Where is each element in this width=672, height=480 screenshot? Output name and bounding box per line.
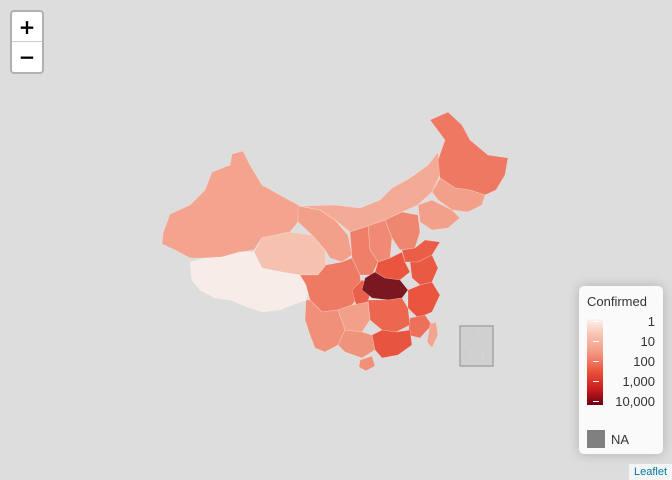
region-hubei[interactable] — [361, 271, 409, 301]
legend-tick — [593, 341, 599, 342]
region-liaoning[interactable] — [417, 199, 461, 231]
region-jilin[interactable] — [431, 177, 486, 213]
zoom-out-button[interactable]: − — [18, 45, 36, 69]
legend-tick — [593, 401, 599, 402]
south-china-sea-inset — [459, 325, 494, 367]
region-inner-mongolia[interactable] — [299, 151, 441, 233]
region-hainan[interactable] — [358, 355, 376, 372]
region-jiangsu[interactable] — [409, 254, 439, 286]
legend: Confirmed 1 10 100 1,000 10,000 NA — [579, 286, 663, 454]
region-guangdong[interactable] — [371, 329, 413, 359]
attribution: Leaflet — [628, 464, 672, 480]
legend-label: 1 — [647, 314, 655, 329]
region-hebei[interactable] — [384, 211, 421, 251]
region-shaanxi[interactable] — [349, 225, 379, 276]
zoom-in-button[interactable]: + — [12, 12, 42, 42]
legend-label: 1,000 — [622, 374, 655, 389]
legend-label: 10,000 — [615, 394, 655, 409]
legend-color-ramp — [587, 319, 603, 405]
legend-tick — [593, 361, 599, 362]
inset-dashes — [465, 331, 485, 359]
region-shandong[interactable] — [401, 239, 441, 263]
zoom-control: + − — [10, 10, 44, 74]
legend-label: 10 — [640, 334, 655, 349]
leaflet-link[interactable]: Leaflet — [633, 466, 667, 478]
region-taiwan[interactable] — [426, 321, 439, 349]
region-guangxi[interactable] — [337, 329, 376, 359]
legend-tick — [593, 321, 599, 322]
legend-label: 100 — [633, 354, 655, 369]
legend-title: Confirmed — [587, 294, 647, 309]
region-hunan[interactable] — [367, 297, 411, 333]
legend-na-label: NA — [611, 432, 630, 447]
region-henan[interactable] — [374, 251, 411, 281]
legend-tick — [593, 381, 599, 382]
region-zhejiang[interactable] — [407, 281, 441, 319]
legend-na-swatch — [587, 430, 605, 448]
region-heilongjiang[interactable] — [429, 111, 509, 196]
